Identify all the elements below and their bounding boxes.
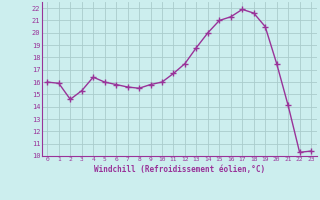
X-axis label: Windchill (Refroidissement éolien,°C): Windchill (Refroidissement éolien,°C) <box>94 165 265 174</box>
